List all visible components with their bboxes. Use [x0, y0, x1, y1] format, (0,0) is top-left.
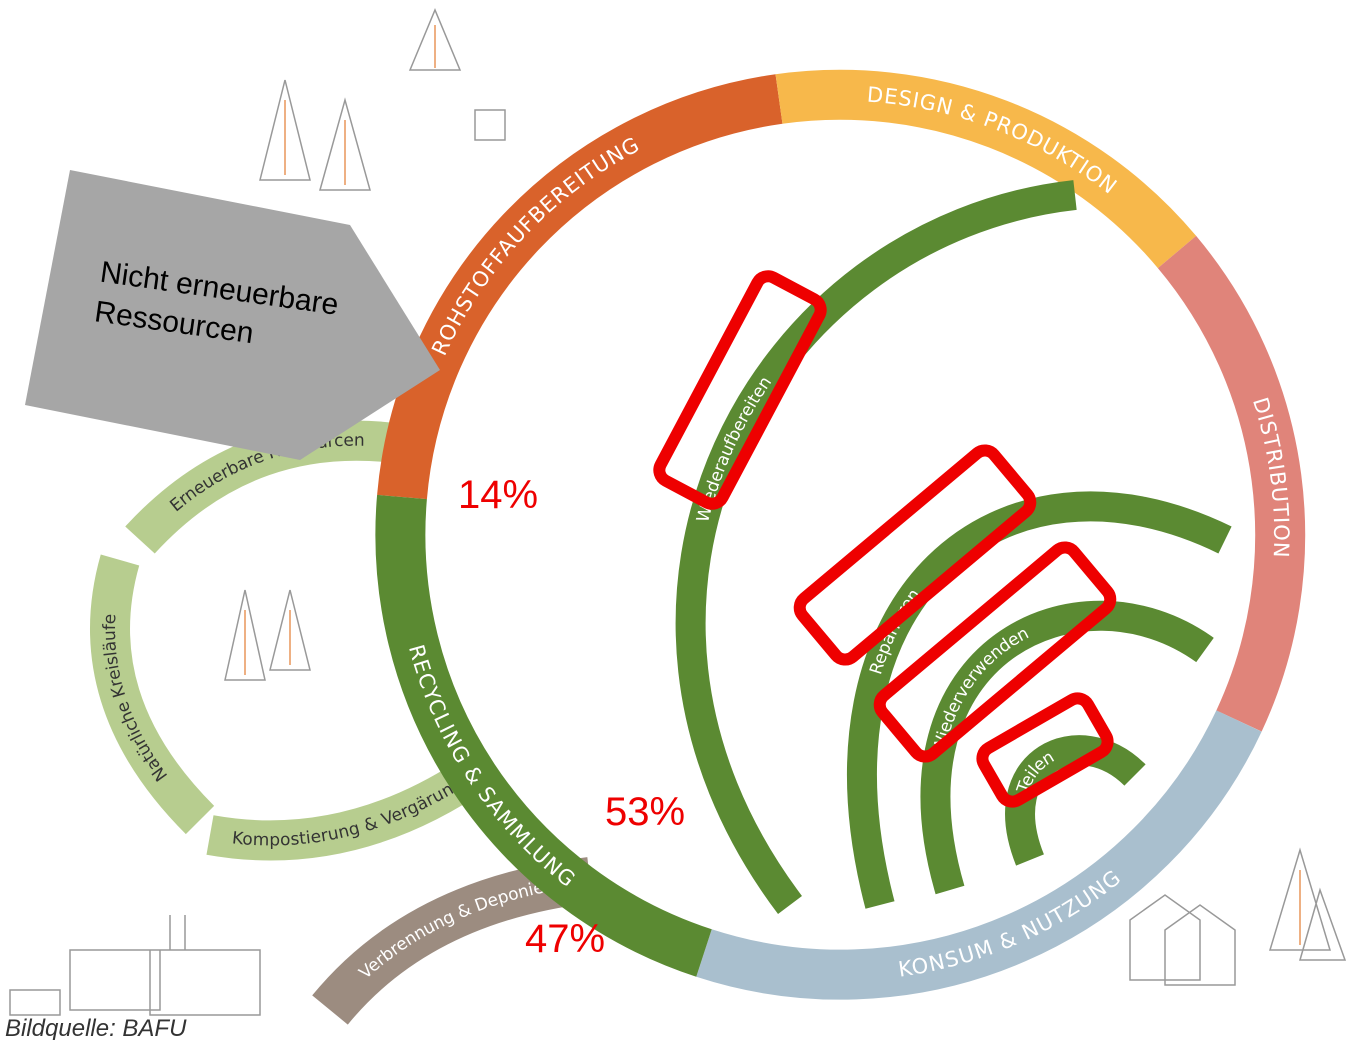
ring-use	[704, 721, 1239, 975]
percentage-label: 47%	[525, 917, 605, 961]
percentage-label: 14%	[458, 473, 538, 517]
percentage-label: 53%	[605, 790, 685, 834]
highlight-box	[655, 272, 825, 508]
caption: Bildquelle: BAFU	[5, 1015, 187, 1040]
circular-economy-diagram: Erneuerbare Ressourcen Natürliche Kreisl…	[0, 0, 1350, 1040]
